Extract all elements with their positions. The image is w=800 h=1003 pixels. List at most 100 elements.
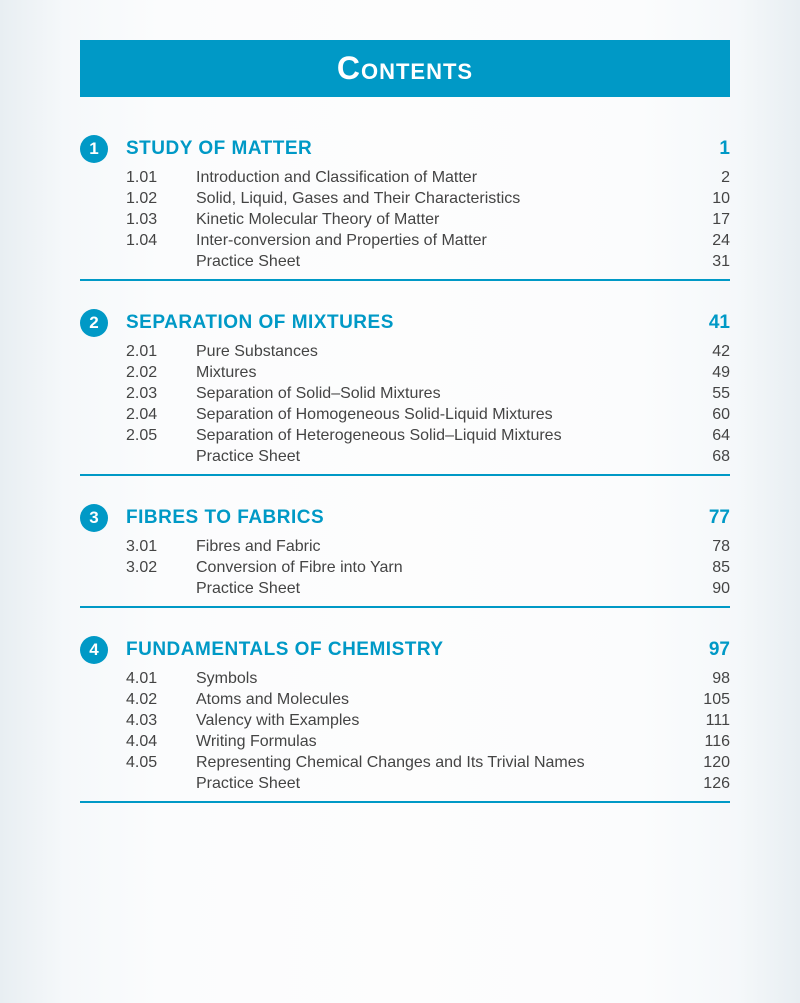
toc-subrow: 1.04 Inter-conversion and Properties of M… — [80, 232, 730, 250]
toc-subrow: 4.05 Representing Chemical Changes and It… — [80, 754, 730, 772]
sub-title: Practice Sheet — [196, 580, 690, 598]
toc-subrow: 3.01 Fibres and Fabric78 — [80, 538, 730, 556]
toc-subrow: Practice Sheet31 — [80, 253, 730, 271]
sub-title: Separation of Solid–Solid Mixtures — [196, 385, 690, 403]
chapter-block: 3 FIBRES TO FABRICS77 3.01 Fibres and Fabri… — [80, 504, 730, 608]
chapter-header: 1STUDY OF MATTER1 — [80, 135, 730, 163]
chapter-block: 1STUDY OF MATTER11.01Introduction and Cl… — [80, 135, 730, 281]
sub-title: Fibres and Fabric — [196, 538, 690, 556]
toc-subrow: 1.03 Kinetic Molecular Theory of Matter17 — [80, 211, 730, 229]
sub-title: Valency with Examples — [196, 712, 690, 730]
sub-number: 2.02 — [126, 364, 172, 382]
toc-subrow: 1.01 Introduction and Classification of M… — [80, 169, 730, 187]
chapter-title: STUDY OF MATTER — [126, 138, 690, 160]
chapter-page: 77 — [690, 507, 730, 529]
chapter-number-badge: 1 — [80, 135, 108, 163]
sub-title: Practice Sheet — [196, 448, 690, 466]
sub-page: 24 — [690, 232, 730, 250]
sub-title: Pure Substances — [196, 343, 690, 361]
sub-title: Representing Chemical Changes and Its Tr… — [196, 754, 690, 772]
sub-number: 1.01 — [126, 169, 172, 187]
sub-page: 105 — [690, 691, 730, 709]
sub-page: 10 — [690, 190, 730, 208]
toc-subrow: 2.05 Separation of Heterogeneous Solid–Li… — [80, 427, 730, 445]
sub-number: 4.02 — [126, 691, 172, 709]
sub-title: Practice Sheet — [196, 253, 690, 271]
sub-number: 1.03 — [126, 211, 172, 229]
toc-subrow: 4.02 Atoms and Molecules105 — [80, 691, 730, 709]
sub-title: Practice Sheet — [196, 775, 690, 793]
chapter-number-badge: 2 — [80, 309, 108, 337]
sub-title: Separation of Heterogeneous Solid–Liquid… — [196, 427, 690, 445]
toc-subrow: 2.04 Separation of Homogeneous Solid-Liqu… — [80, 406, 730, 424]
sub-number: 4.03 — [126, 712, 172, 730]
divider — [80, 801, 730, 803]
sub-page: 78 — [690, 538, 730, 556]
chapter-page: 97 — [690, 639, 730, 661]
divider — [80, 474, 730, 476]
toc-subrow: Practice Sheet90 — [80, 580, 730, 598]
sub-number: 3.02 — [126, 559, 172, 577]
sub-page: 68 — [690, 448, 730, 466]
sub-title: Conversion of Fibre into Yarn — [196, 559, 690, 577]
chapter-page: 41 — [690, 312, 730, 334]
sub-page: 90 — [690, 580, 730, 598]
sub-title: Introduction and Classification of Matte… — [196, 169, 690, 187]
sub-page: 126 — [690, 775, 730, 793]
sub-number: 2.03 — [126, 385, 172, 403]
sub-title: Kinetic Molecular Theory of Matter — [196, 211, 690, 229]
sub-page: 42 — [690, 343, 730, 361]
sub-page: 111 — [690, 712, 730, 730]
chapter-header: 3 FIBRES TO FABRICS77 — [80, 504, 730, 532]
chapter-number-badge: 3 — [80, 504, 108, 532]
toc-subrow: 2.02Mixtures49 — [80, 364, 730, 382]
sub-number: 4.04 — [126, 733, 172, 751]
chapter-title: FIBRES TO FABRICS — [126, 507, 690, 529]
chapter-block: 4FUNDAMENTALS OF CHEMISTRY97 4.01 Symbols9… — [80, 636, 730, 803]
sub-number: 4.01 — [126, 670, 172, 688]
toc-subrow: 3.02 Conversion of Fibre into Yarn85 — [80, 559, 730, 577]
toc-subrow: 4.04 Writing Formulas116 — [80, 733, 730, 751]
chapter-title: SEPARATION OF MIXTURES — [126, 312, 690, 334]
toc-subrow: Practice Sheet126 — [80, 775, 730, 793]
chapter-block: 2 SEPARATION OF MIXTURES41 2.01 Pure Substa… — [80, 309, 730, 476]
toc-subrow: 2.01 Pure Substances42 — [80, 343, 730, 361]
toc-subrow: 4.01 Symbols98 — [80, 670, 730, 688]
sub-page: 60 — [690, 406, 730, 424]
sub-page: 55 — [690, 385, 730, 403]
sub-title: Solid, Liquid, Gases and Their Character… — [196, 190, 690, 208]
page-title: Contents — [80, 40, 730, 97]
sub-number: 2.04 — [126, 406, 172, 424]
sub-number: 1.04 — [126, 232, 172, 250]
table-of-contents: 1STUDY OF MATTER11.01Introduction and Cl… — [80, 135, 730, 803]
sub-page: 85 — [690, 559, 730, 577]
toc-subrow: 1.02 Solid, Liquid, Gases and Their Chara… — [80, 190, 730, 208]
sub-page: 31 — [690, 253, 730, 271]
sub-title: Writing Formulas — [196, 733, 690, 751]
sub-number: 3.01 — [126, 538, 172, 556]
title-text: Contents — [337, 50, 473, 86]
sub-title: Symbols — [196, 670, 690, 688]
chapter-header: 4FUNDAMENTALS OF CHEMISTRY97 — [80, 636, 730, 664]
sub-page: 17 — [690, 211, 730, 229]
sub-title: Atoms and Molecules — [196, 691, 690, 709]
sub-title: Separation of Homogeneous Solid-Liquid M… — [196, 406, 690, 424]
sub-page: 120 — [690, 754, 730, 772]
chapter-page: 1 — [690, 138, 730, 160]
toc-subrow: 4.03 Valency with Examples111 — [80, 712, 730, 730]
toc-subrow: 2.03 Separation of Solid–Solid Mixtures55 — [80, 385, 730, 403]
sub-number: 1.02 — [126, 190, 172, 208]
toc-subrow: Practice Sheet68 — [80, 448, 730, 466]
sub-number: 2.05 — [126, 427, 172, 445]
sub-page: 2 — [690, 169, 730, 187]
sub-title: Inter-conversion and Properties of Matte… — [196, 232, 690, 250]
sub-page: 98 — [690, 670, 730, 688]
chapter-header: 2 SEPARATION OF MIXTURES41 — [80, 309, 730, 337]
sub-number: 2.01 — [126, 343, 172, 361]
sub-title: Mixtures — [196, 364, 690, 382]
divider — [80, 606, 730, 608]
divider — [80, 279, 730, 281]
sub-number: 4.05 — [126, 754, 172, 772]
chapter-number-badge: 4 — [80, 636, 108, 664]
sub-page: 116 — [690, 733, 730, 751]
